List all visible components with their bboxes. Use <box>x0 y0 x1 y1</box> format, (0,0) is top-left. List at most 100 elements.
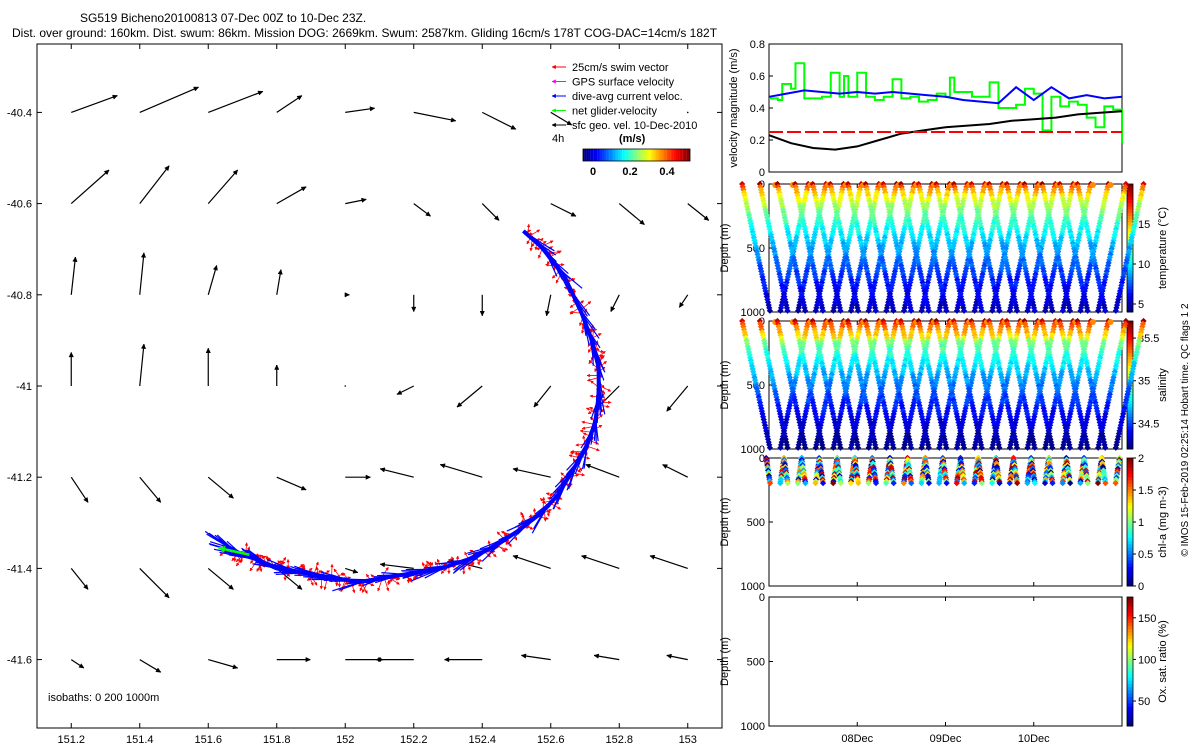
geo-vector <box>70 256 78 295</box>
profile-colorbar-tick-label: 1 <box>1138 517 1144 529</box>
isobath-label: isobaths: 0 200 1000m <box>48 692 159 704</box>
profile-colorbar-segment <box>1127 407 1133 412</box>
profile-colorbar-segment <box>1127 525 1133 529</box>
map-colorbar-tick-label: 0.2 <box>622 166 637 178</box>
map-y-tick-label: -40.4 <box>7 107 32 119</box>
map-colorbar-segment <box>606 149 609 161</box>
chart-title-line2: Dist. over ground: 160km. Dist. swum: 86… <box>12 26 718 40</box>
profile-colorbar-segment <box>1127 502 1133 507</box>
swim-vector <box>360 581 368 595</box>
map-colorbar-segment <box>586 149 589 161</box>
profile-colorbar-segment <box>1127 302 1133 307</box>
geo-vector-dot <box>344 385 347 387</box>
geo-vector <box>207 567 234 590</box>
legend-arrow <box>551 108 566 113</box>
profile-colorbar-segment <box>1127 327 1133 332</box>
profile-colorbar-segment <box>1127 490 1133 494</box>
map-colorbar-segment <box>634 149 637 161</box>
profile-colorbar-segment <box>1127 550 1133 555</box>
map-colorbar-segment <box>645 149 648 161</box>
geo-vector <box>379 562 414 569</box>
profile-colorbar-segment <box>1127 544 1133 549</box>
profile-colorbar-segment <box>1127 483 1133 488</box>
profile-colorbar-segment <box>1127 219 1133 223</box>
map-colorbar-segment <box>654 149 657 161</box>
geo-vector <box>139 476 162 503</box>
profile-colorbar-segment <box>1127 330 1133 335</box>
map-x-tick-label: 151.6 <box>194 734 222 746</box>
profile-colorbar-tick-label: 0 <box>1138 581 1144 593</box>
profile-colorbar-segment <box>1127 184 1133 188</box>
profile-colorbar-segment <box>1127 209 1133 214</box>
map-colorbar-segment <box>672 149 674 161</box>
geo-vector <box>70 659 85 669</box>
profile-colorbar-segment <box>1127 470 1133 475</box>
geo-vector <box>345 474 372 480</box>
profile-colorbar-segment <box>1127 509 1133 513</box>
geo-vector <box>139 343 147 387</box>
profile-colorbar-segment <box>1127 308 1133 313</box>
profile-y-tick-label: 500 <box>747 517 765 529</box>
geo-vector <box>456 385 483 408</box>
profile-colorbar-tick-label: 2 <box>1138 453 1144 465</box>
map-colorbar-segment <box>680 149 683 161</box>
surface-sample <box>1107 182 1114 189</box>
map-x-tick-label: 152.8 <box>605 734 633 746</box>
net-glider-velocity <box>217 545 250 556</box>
map-colorbar-segment <box>595 149 598 161</box>
map-colorbar-segment <box>638 149 641 161</box>
profile-colorbar-tick-label: 5 <box>1138 299 1144 311</box>
map-y-tick-label: -41.4 <box>7 563 32 575</box>
map-colorbar-segment <box>584 149 587 161</box>
map-x-tick-label: 151.4 <box>126 734 154 746</box>
geo-vector <box>443 657 483 663</box>
map-colorbar-segment <box>591 149 594 161</box>
profile-colorbar-segment <box>1127 417 1133 421</box>
profile-colorbar-segment <box>1127 225 1133 230</box>
velocity-y-tick-label: 0 <box>759 167 765 179</box>
profile-colorbar-segment <box>1127 515 1133 520</box>
geo-vector <box>70 476 89 503</box>
profile-colorbar-segment <box>1127 212 1133 217</box>
geo-vector <box>585 463 620 478</box>
geo-vector <box>439 463 483 478</box>
map-colorbar-segment <box>588 149 591 161</box>
legend-entry-label: GPS surface velocity <box>572 77 675 89</box>
map-colorbar-segment <box>679 149 682 161</box>
profile-colorbar-segment <box>1127 563 1133 568</box>
map-colorbar-segment <box>611 149 614 161</box>
profile-colorbar-segment <box>1127 232 1133 236</box>
geo-vector <box>344 292 351 298</box>
profile-colorbar-segment <box>1127 413 1133 418</box>
map-x-tick-label: 153 <box>679 734 697 746</box>
profile-colorbar-segment <box>1127 286 1133 291</box>
profile-colorbar-segment <box>1127 346 1133 351</box>
map-colorbar-segment <box>604 149 607 161</box>
geo-vector <box>345 567 359 574</box>
profile-colorbar-segment <box>1127 190 1133 195</box>
map-y-tick-label: -41.2 <box>7 472 32 484</box>
map-colorbar-segment <box>677 149 680 161</box>
map-y-tick-label: -41 <box>16 381 32 393</box>
geo-vector <box>276 269 283 295</box>
map-colorbar-segment <box>686 149 689 161</box>
profile-colorbar-segment <box>1127 420 1133 424</box>
map-colorbar-segment <box>615 149 617 161</box>
profile-y-tick-label: 1000 <box>741 307 765 319</box>
map-colorbar-segment <box>643 149 646 161</box>
profile-colorbar-segment <box>1127 206 1133 211</box>
profile-colorbar-segment <box>1127 340 1133 344</box>
colorbar-prefix: 4h <box>552 133 564 145</box>
map-colorbar-segment <box>670 149 673 161</box>
profile-colorbar-segment <box>1127 273 1133 278</box>
geo-vector <box>139 659 162 673</box>
profile-colorbar-segment <box>1127 216 1133 220</box>
geo-vector-dot <box>618 111 621 114</box>
profile-colorbar-label: temperature (°C) <box>1157 207 1169 289</box>
profile-colorbar-segment <box>1127 257 1133 262</box>
geo-vector <box>610 294 620 313</box>
map-colorbar-segment <box>593 149 596 161</box>
geo-vector <box>139 86 200 113</box>
map-colorbar-segment <box>600 149 603 161</box>
